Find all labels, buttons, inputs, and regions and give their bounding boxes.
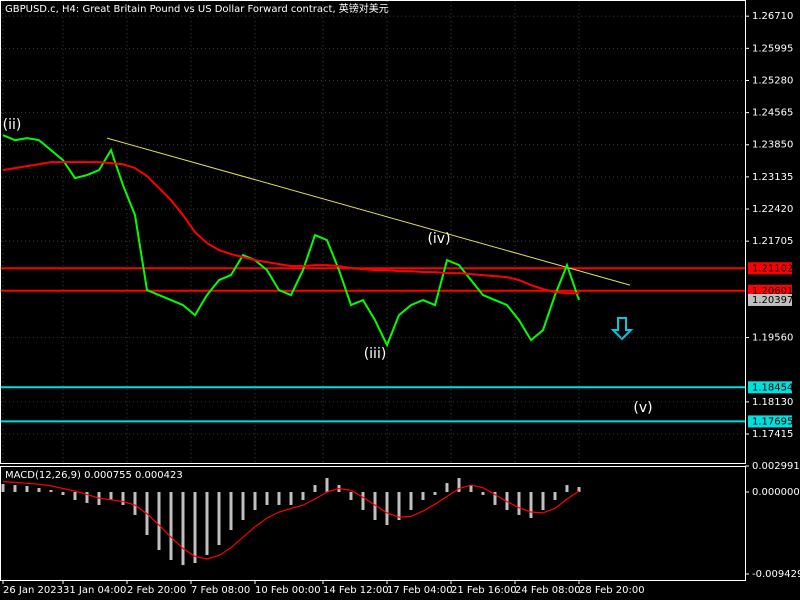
macd-panel-frame [0, 466, 746, 581]
trend-line [106, 137, 631, 286]
macd-bar [397, 492, 401, 521]
moving-average [2, 161, 579, 295]
macd-bar [109, 492, 113, 501]
macd-bar [469, 485, 473, 493]
macd-bar [565, 485, 569, 493]
macd-bar [157, 492, 161, 551]
y-tick-label: 0.000000 [752, 487, 800, 498]
macd-bar [169, 492, 173, 561]
y-tick-label: -0.009429 [752, 569, 800, 580]
macd-bar [301, 492, 305, 501]
price-tag-label: 1.20601 [752, 286, 793, 297]
macd-bar [229, 492, 233, 531]
macd-bar [61, 492, 65, 495]
macd-bar [433, 492, 437, 495]
x-tick-label: 10 Feb 00:00 [255, 585, 321, 596]
x-tick-label: 26 Jan 2023 [3, 585, 63, 596]
macd-bar [205, 492, 209, 556]
macd-bar [553, 492, 557, 501]
down-arrow [610, 317, 634, 341]
macd-bar [577, 487, 581, 493]
macd-bar [361, 492, 365, 511]
y-tick-label: 1.23850 [752, 140, 793, 151]
wave-label: (v) [633, 400, 652, 416]
y-tick-label: 1.17415 [752, 429, 793, 440]
macd-bar [241, 492, 245, 521]
bid-tag-label: 1.20397 [752, 295, 793, 306]
macd-bar [265, 492, 269, 505]
y-tick-label: 0.002991 [752, 461, 800, 472]
macd-bar [25, 486, 29, 493]
macd-bar [529, 492, 533, 519]
signal-line [2, 481, 580, 560]
price-line [2, 134, 580, 348]
x-tick-label: 28 Feb 20:00 [579, 585, 645, 596]
macd-bar [133, 492, 137, 515]
macd-bar [541, 492, 545, 511]
macd-bar [181, 492, 185, 566]
macd-bar [121, 492, 125, 505]
x-tick-label: 31 Jan 04:00 [63, 585, 126, 596]
price-tag [748, 262, 792, 275]
y-tick-label: 1.21705 [752, 236, 793, 247]
macd-bar [421, 492, 425, 501]
macd-bar [349, 492, 353, 501]
x-tick-label: 21 Feb 16:00 [451, 585, 517, 596]
macd-bar [253, 492, 257, 511]
x-tick-label: 24 Feb 08:00 [515, 585, 581, 596]
wave-label: (ii) [3, 117, 22, 133]
y-tick-label: 1.18130 [752, 397, 793, 408]
macd-bar [1, 484, 5, 493]
price-tag [748, 415, 792, 428]
macd-bar [385, 492, 389, 526]
macd-bar [445, 483, 449, 493]
main-panel-frame [0, 0, 746, 464]
wave-label: (iii) [364, 346, 387, 362]
y-tick-label: 1.24565 [752, 108, 793, 119]
price-tag-label: 1.17695 [752, 416, 793, 427]
price-tag-label: 1.18454 [752, 382, 793, 393]
macd-bar [73, 492, 77, 501]
price-tag [748, 381, 792, 394]
macd-bar [517, 492, 521, 515]
macd-title: MACD(12,26,9) 0.000755 0.000423 [5, 470, 183, 481]
bid-tag [748, 293, 792, 306]
y-tick-label: 1.25280 [752, 75, 793, 86]
wave-label: (iv) [427, 231, 450, 247]
macd-bar [409, 492, 413, 511]
x-tick-label: 2 Feb 20:00 [127, 585, 186, 596]
macd-bar [481, 492, 485, 495]
macd-bar [85, 492, 89, 503]
chart-title: GBPUSD.c, H4: Great Britain Pound vs US … [5, 2, 389, 15]
x-tick-label: 14 Feb 12:00 [323, 585, 389, 596]
macd-bar [37, 488, 41, 493]
y-tick-label: 1.19560 [752, 333, 793, 344]
macd-bar [277, 492, 281, 505]
macd-bar [373, 492, 377, 521]
y-tick-label: 1.26710 [752, 11, 793, 22]
x-tick-label: 17 Feb 04:00 [387, 585, 453, 596]
y-tick-label: 1.25995 [752, 43, 793, 54]
macd-bar [193, 492, 197, 564]
price-tag-label: 1.21102 [752, 263, 793, 274]
y-tick-label: 1.22420 [752, 204, 793, 215]
macd-bar [13, 485, 17, 493]
macd-bar [217, 492, 221, 546]
x-tick-label: 7 Feb 08:00 [191, 585, 250, 596]
y-tick-label: 1.23135 [752, 172, 793, 183]
macd-bar [457, 478, 461, 493]
price-tag [748, 284, 792, 297]
macd-bar [325, 478, 329, 493]
macd-bar [313, 485, 317, 493]
macd-bar [493, 492, 497, 505]
macd-bar [49, 490, 53, 493]
macd-bar [289, 492, 293, 505]
